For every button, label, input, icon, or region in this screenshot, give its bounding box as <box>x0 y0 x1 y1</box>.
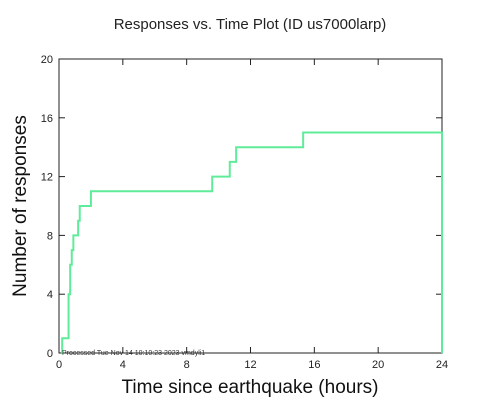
y-tick-label: 0 <box>47 348 53 360</box>
y-tick-label: 4 <box>47 289 53 301</box>
x-tick-label: 16 <box>308 359 320 371</box>
processed-note: Processed Tue Nov 14 10:10:23 2023 vmdyl… <box>62 350 205 357</box>
x-tick-label: 24 <box>436 359 448 371</box>
chart-title: Responses vs. Time Plot (ID us7000larp) <box>114 16 387 33</box>
x-tick-label: 20 <box>372 359 384 371</box>
x-tick-label: 4 <box>120 359 126 371</box>
y-tick-label: 8 <box>47 230 53 242</box>
y-tick-labels: 0 4 8 12 16 20 <box>41 54 53 360</box>
y-axis-label: Number of responses <box>10 115 31 297</box>
x-tick-label: 8 <box>184 359 190 371</box>
x-tick-label: 0 <box>56 359 62 371</box>
y-tick-label: 20 <box>41 54 53 66</box>
x-axis-label: Time since earthquake (hours) <box>122 377 379 398</box>
plot-frame <box>58 58 443 354</box>
y-tick-label: 16 <box>41 113 53 125</box>
axis-ticks <box>58 58 443 354</box>
x-tick-label: 12 <box>244 359 256 371</box>
x-tick-labels: 0 4 8 12 16 20 24 <box>56 359 448 371</box>
y-tick-label: 12 <box>41 172 53 184</box>
response-step-line <box>61 131 443 354</box>
